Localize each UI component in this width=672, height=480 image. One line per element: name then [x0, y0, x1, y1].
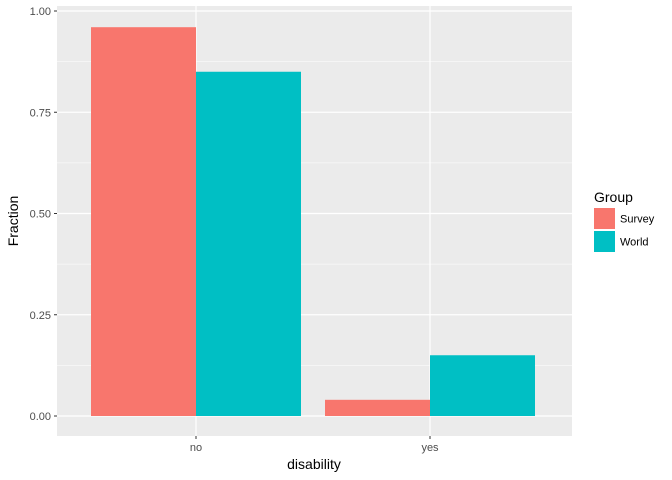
legend-label-world: World: [620, 237, 649, 249]
legend-key-world: [594, 231, 615, 252]
bar-survey-no: [91, 27, 196, 416]
bars: [91, 27, 535, 416]
y-tick-label: 0.25: [30, 310, 51, 322]
legend: Group Survey World: [594, 189, 655, 252]
x-axis-title: disability: [287, 456, 341, 472]
legend-title: Group: [594, 189, 633, 205]
x-tick-label: yes: [421, 442, 439, 454]
x-axis: no yes: [190, 436, 439, 454]
legend-label-survey: Survey: [620, 214, 655, 226]
y-axis-title: Fraction: [5, 196, 21, 247]
y-tick-label: 0.75: [30, 107, 51, 119]
bar-survey-yes: [325, 399, 430, 416]
x-tick-label: no: [190, 442, 202, 454]
y-axis: 0.00 0.25 0.50 0.75 1.00: [30, 6, 57, 423]
y-tick-label: 0.50: [30, 209, 51, 221]
legend-key-survey: [594, 208, 615, 229]
bar-world-no: [196, 71, 301, 416]
bar-world-yes: [430, 355, 535, 416]
y-tick-label: 1.00: [30, 6, 51, 18]
y-tick-label: 0.00: [30, 411, 51, 423]
